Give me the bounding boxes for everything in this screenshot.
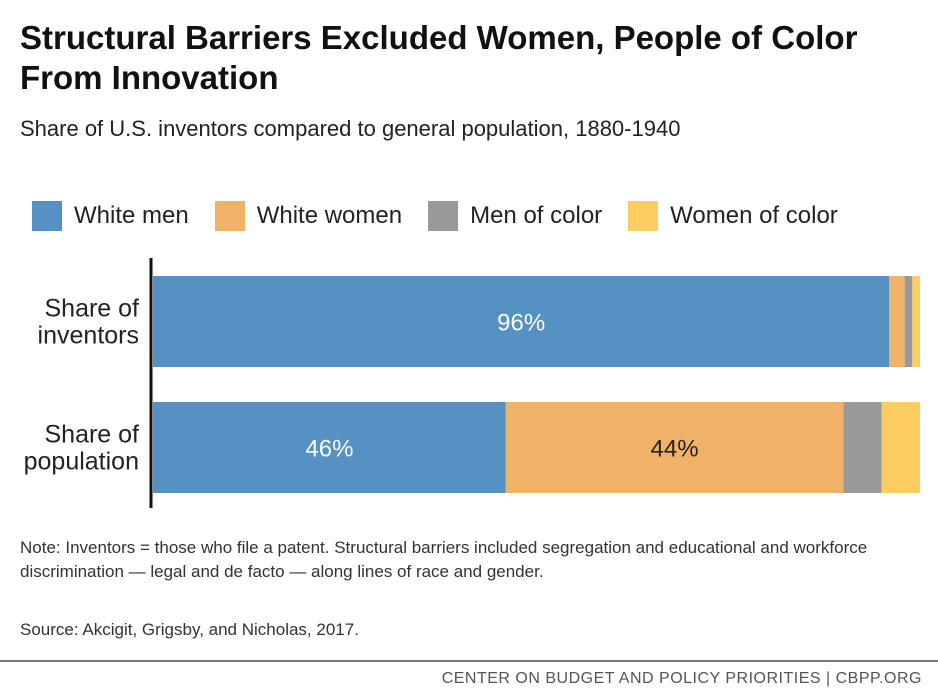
bar-white-women-share-of-inventors: [889, 276, 905, 367]
legend-swatch-white-men: [32, 201, 62, 231]
data-label-white-men-share-of-population: 46%: [305, 436, 353, 463]
data-label-white-women-share-of-population: 44%: [651, 436, 699, 463]
chart-subtitle: Share of U.S. inventors compared to gene…: [20, 116, 681, 141]
chart-note: Note: Inventors = those who file a paten…: [20, 538, 868, 581]
legend: White men White women Men of color Women…: [32, 198, 864, 234]
bar-white-men-share-of-inventors: [153, 276, 890, 367]
legend-item-women-of-color: Women of color: [628, 201, 838, 231]
legend-swatch-women-of-color: [628, 201, 659, 231]
bar-men-of-color-share-of-inventors: [904, 276, 913, 367]
chart-title: Structural Barriers Excluded Women, Peop…: [20, 19, 858, 96]
bar-white-women-share-of-population: [505, 402, 844, 493]
bar-women-of-color-share-of-population: [881, 402, 920, 493]
bar-white-men-share-of-population: [153, 402, 506, 493]
category-label-share-of-population: Share of population: [24, 421, 139, 476]
legend-label-women-of-color: Women of color: [670, 202, 838, 229]
chart-source: Source: Akcigit, Grigsby, and Nicholas, …: [20, 620, 359, 639]
data-label-white-men-share-of-inventors: 96%: [497, 310, 545, 337]
bar-men-of-color-share-of-population: [843, 402, 882, 493]
legend-label-men-of-color: Men of color: [470, 202, 603, 229]
legend-label-white-women: White women: [256, 202, 403, 229]
legend-item-men-of-color: Men of color: [428, 201, 602, 231]
footer-divider: [0, 660, 938, 662]
legend-swatch-white-women: [214, 201, 245, 231]
legend-swatch-men-of-color: [428, 201, 459, 231]
stacked-bar-chart: 96% Share of inventors 46% 44% Share of popula…: [24, 258, 920, 508]
legend-item-white-men: White men: [32, 201, 189, 231]
category-label-share-of-inventors: Share of inventors: [38, 295, 139, 350]
footer-credit: CENTER ON BUDGET AND POLICY PRIORITIES |…: [441, 670, 922, 687]
legend-label-white-men: White men: [74, 202, 189, 229]
bar-women-of-color-share-of-inventors: [912, 276, 920, 367]
legend-item-white-women: White women: [214, 201, 403, 231]
